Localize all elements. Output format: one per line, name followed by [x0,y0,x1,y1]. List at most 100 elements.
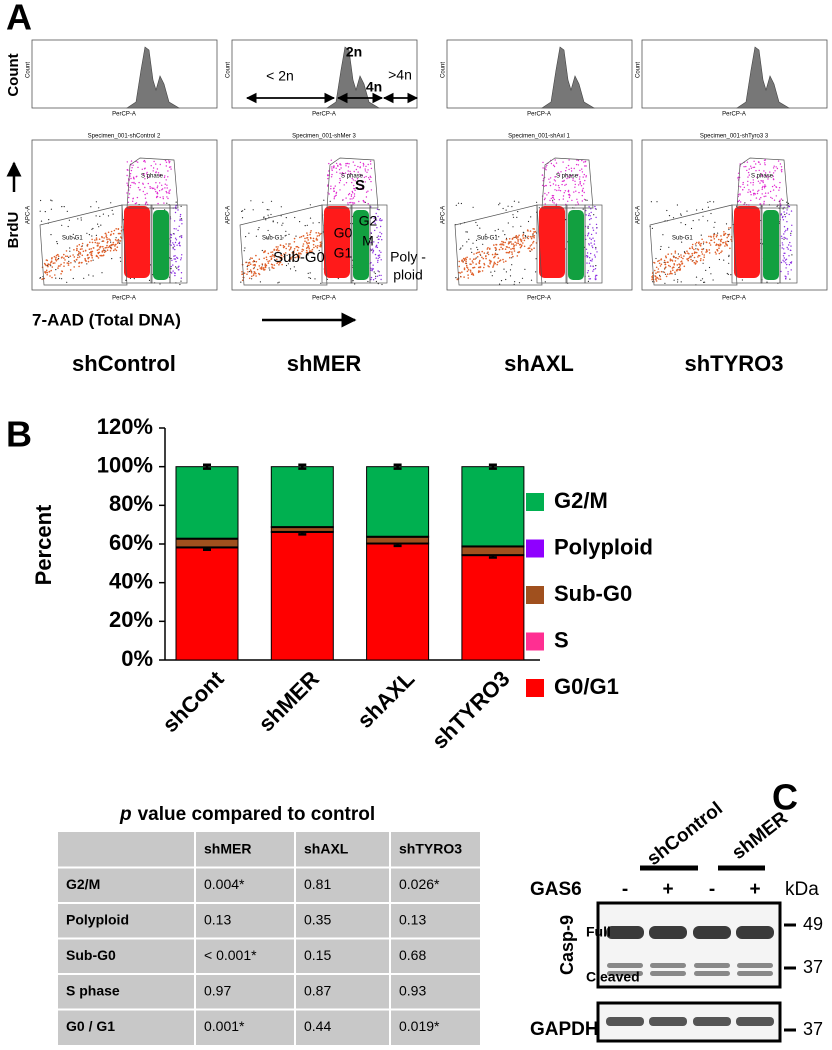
dot [579,183,581,185]
plot-title: Specimen_001-shMer 3 [292,134,356,140]
dot [88,234,90,236]
dot [476,246,478,248]
axis-label: APC-A [226,206,232,224]
dot [505,278,507,281]
dot [594,276,597,278]
dot [181,223,183,225]
dot [136,196,139,199]
dot [755,163,757,165]
marker-label: 49 [803,914,823,934]
dot [487,265,489,267]
gate [649,204,738,286]
dot [790,210,793,212]
dot [667,253,669,255]
dot [174,274,176,277]
dot [46,273,48,276]
dot [354,180,356,182]
dot [525,235,527,237]
dot [478,262,480,264]
dot [318,249,320,252]
dot [552,201,554,203]
dot [174,248,176,251]
dot [753,160,755,162]
dot [172,270,174,272]
dot [458,271,460,274]
band [649,926,687,939]
dot [255,235,257,237]
dot [88,248,91,250]
axis-label: APC-A [441,206,447,224]
gate-label: S phase [341,174,364,180]
dot [349,202,351,204]
dot [127,169,129,171]
band [606,1017,644,1026]
dot [137,166,139,169]
dot [583,191,585,194]
dot [720,244,722,246]
dot [254,271,256,274]
dot [769,190,772,193]
dot [372,252,374,254]
dot [106,244,108,247]
dot [116,246,119,248]
dot [470,248,472,250]
dot [291,252,294,254]
dot [313,240,315,243]
dot [256,268,259,271]
dot [481,256,483,259]
dot [127,201,130,203]
x-tick-label: shAXL [352,666,419,733]
dot [790,232,792,234]
dot [328,162,330,165]
dot [155,182,157,184]
dot [748,189,750,191]
dot [97,245,99,247]
dot [173,245,176,247]
dot [462,245,464,247]
bar-segment [270,531,334,661]
dot [667,261,669,264]
axis-label: Count [26,62,32,78]
dot [157,202,159,205]
dot [145,173,148,175]
dot [73,249,75,251]
dot [553,198,556,201]
lane-sign: + [662,879,673,900]
dot [270,213,272,216]
histogram-peak [126,46,181,109]
dot [513,200,516,202]
dot [760,175,763,177]
dot [752,189,754,191]
dot [782,259,784,261]
dot [252,264,255,266]
dot [132,200,134,202]
dot [788,255,790,257]
dot [527,230,529,232]
dot [650,201,653,203]
dot [369,160,372,162]
dot [178,265,180,267]
dot [77,250,80,253]
dot [165,179,167,181]
dot [498,204,500,206]
dot [111,209,113,211]
dot [582,187,584,190]
dot [285,230,287,232]
dot [588,206,590,208]
dot [695,276,698,278]
dot [358,200,360,203]
dot [181,254,183,256]
dot [309,236,312,239]
axis-label: Count [636,62,642,78]
dot [78,243,81,246]
dot [748,168,750,170]
dot [475,221,477,224]
dot [312,237,315,240]
dot [335,191,338,194]
dot [574,183,576,186]
dot [260,268,263,270]
dot [748,174,750,176]
dot [577,184,580,186]
dot [336,171,338,173]
dot [144,186,146,189]
